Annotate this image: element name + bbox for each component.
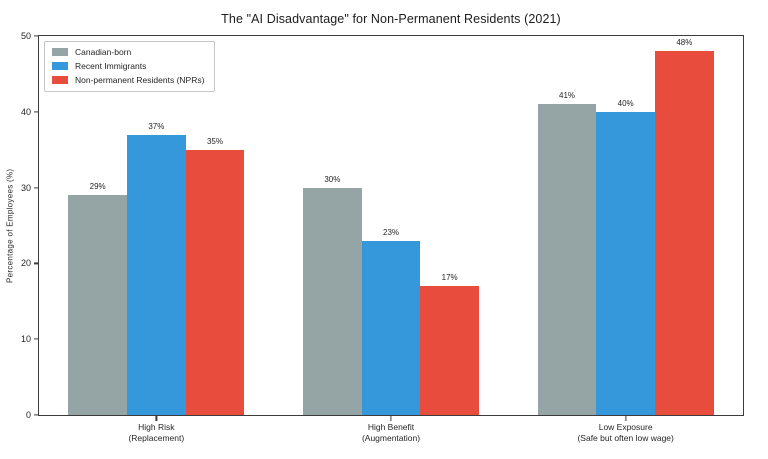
legend-swatch — [52, 62, 68, 71]
bar-value-label: 17% — [441, 273, 458, 283]
x-tick-label: Low Exposure (Safe but often low wage) — [577, 422, 674, 444]
x-tick-label: High Risk (Replacement) — [128, 422, 185, 444]
y-tick-mark — [34, 338, 38, 340]
bar-non-permanent-residents-nprs — [185, 149, 245, 415]
bar-canadian-born — [68, 195, 127, 415]
bar-non-permanent-residents-nprs — [655, 51, 714, 415]
chart-title: The "AI Disadvantage" for Non-Permanent … — [221, 12, 561, 26]
bar-value-label: 41% — [558, 91, 576, 101]
bar-value-label: 48% — [676, 38, 693, 48]
plot-area: Canadian-born Recent Immigrants Non-perman… — [21, 31, 744, 443]
legend-label: Recent Immigrants — [75, 61, 147, 72]
legend-item: Non-permanent Residents (NPRs) — [52, 75, 204, 85]
bar-canadian-born — [303, 187, 362, 415]
legend-label: Non-permanent Residents (NPRs) — [75, 75, 205, 86]
bar-value-label: 40% — [617, 98, 634, 108]
legend-item: Canadian-born — [52, 47, 204, 57]
legend-swatch — [52, 76, 68, 85]
legend-swatch — [52, 48, 68, 57]
bar-value-label: 29% — [89, 182, 106, 192]
y-tick-mark — [34, 187, 38, 189]
y-tick-label: 20 — [20, 258, 31, 269]
bar-value-label: 35% — [206, 136, 223, 146]
y-tick-label: 10 — [20, 334, 31, 345]
bar-recent-immigrants — [127, 134, 186, 415]
legend-label: Canadian-born — [75, 47, 132, 57]
bar-value-label: 30% — [324, 174, 341, 184]
x-tick-mark — [625, 416, 627, 421]
bar-recent-immigrants — [361, 240, 421, 415]
x-tick-mark — [155, 416, 157, 421]
y-tick-mark — [34, 414, 38, 416]
y-tick-label: 0 — [25, 410, 31, 420]
y-tick-mark — [34, 262, 38, 264]
legend-item: Recent Immigrants — [52, 61, 204, 71]
bar-recent-immigrants — [596, 111, 655, 415]
y-tick-mark — [34, 35, 38, 37]
bar-canadian-born — [537, 104, 597, 415]
y-tick-label: 40 — [20, 106, 31, 117]
x-tick-label: High Benefit (Augmentation) — [361, 422, 421, 444]
x-tick-mark — [390, 416, 392, 421]
bar-non-permanent-residents-nprs — [420, 286, 479, 415]
y-tick-mark — [34, 111, 38, 113]
legend: Canadian-born Recent Immigrants Non-perman… — [44, 41, 216, 92]
bar-value-label: 37% — [148, 121, 165, 131]
y-axis-label: Percentage of Employees (%) — [5, 168, 15, 283]
y-tick-label: 50 — [20, 31, 31, 41]
y-tick-label: 30 — [20, 182, 31, 193]
bar-value-label: 23% — [382, 227, 400, 237]
